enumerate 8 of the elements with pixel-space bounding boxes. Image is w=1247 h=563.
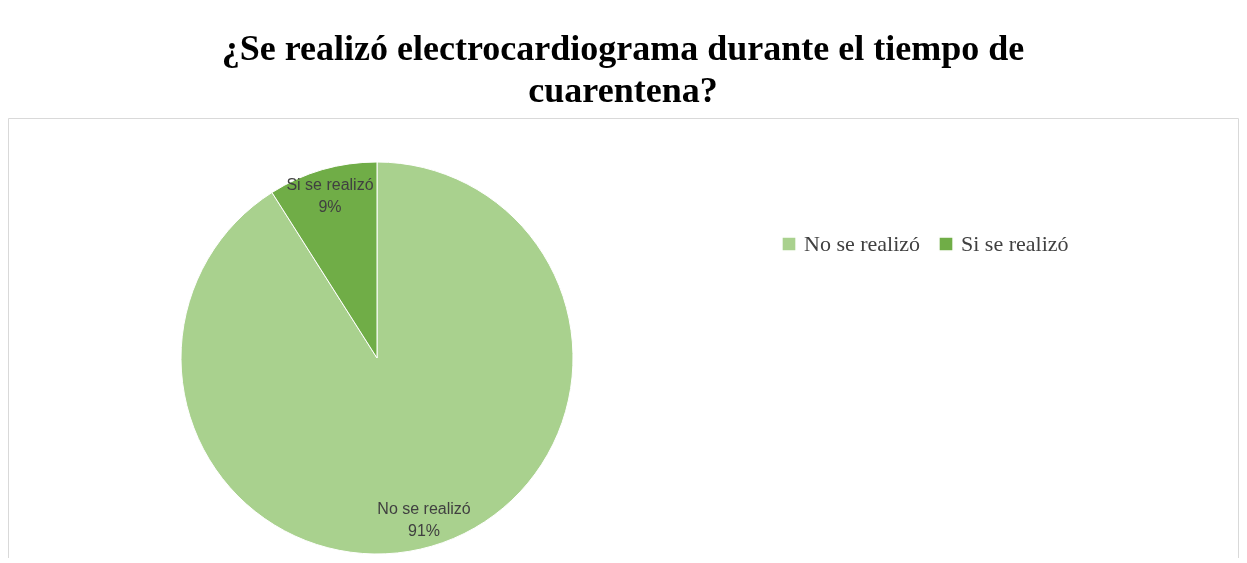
data-label: 91% <box>408 521 441 539</box>
legend-label: No se realizó <box>804 231 921 256</box>
legend-label: Si se realizó <box>961 231 1069 256</box>
pie-slice <box>180 161 574 555</box>
slice-label: No se realizó <box>377 499 471 517</box>
data-label: 9% <box>318 198 342 216</box>
slice-label: Si se realizó <box>286 176 374 194</box>
chart-title: ¿Se realizó electrocardiograma durante el tiempo de cuarentena? <box>221 28 1025 110</box>
